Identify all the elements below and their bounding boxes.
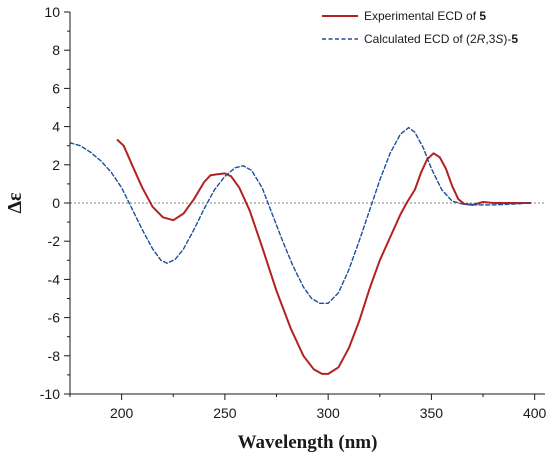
legend-label: Calculated ECD of (2R,3S)-5 (364, 32, 518, 46)
y-tick-label: 10 (44, 4, 60, 20)
experimental-ecd-line (116, 139, 532, 375)
y-tick-label: -4 (48, 271, 61, 287)
legend-label: Experimental ECD of 5 (364, 9, 486, 23)
y-tick-label: -8 (48, 348, 61, 364)
y-tick-label: -10 (40, 386, 60, 402)
x-tick-label: 250 (213, 405, 237, 421)
x-axis-title: Wavelength (nm) (238, 432, 378, 453)
y-tick-label: -2 (48, 233, 61, 249)
x-tick-label: 350 (420, 405, 444, 421)
y-axis-title: Δε (4, 192, 26, 214)
y-tick-label: -6 (48, 310, 61, 326)
legend: Experimental ECD of 5 Calculated ECD of (… (322, 9, 518, 46)
y-tick-label: 4 (52, 119, 60, 135)
x-ticks: 200 250 300 350 400 (69, 394, 547, 421)
x-tick-label: 400 (523, 405, 547, 421)
y-tick-label: 8 (52, 42, 60, 58)
series-lines (69, 126, 532, 375)
y-ticks: -10 -8 -6 -4 -2 0 2 4 6 8 10 (40, 4, 70, 402)
y-tick-label: 2 (52, 157, 60, 173)
x-tick-label: 300 (316, 405, 340, 421)
y-tick-label: 0 (52, 195, 60, 211)
x-tick-label: 200 (110, 405, 134, 421)
y-tick-label: 6 (52, 80, 60, 96)
calculated-ecd-line (69, 126, 532, 304)
